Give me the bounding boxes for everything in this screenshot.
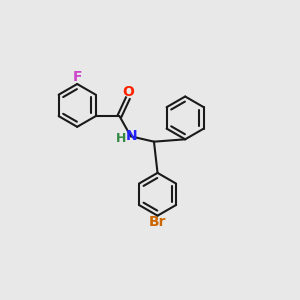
Text: O: O	[122, 85, 134, 99]
Text: F: F	[72, 70, 82, 85]
Text: N: N	[126, 129, 137, 143]
Text: Br: Br	[149, 215, 166, 229]
Text: H: H	[116, 132, 127, 145]
